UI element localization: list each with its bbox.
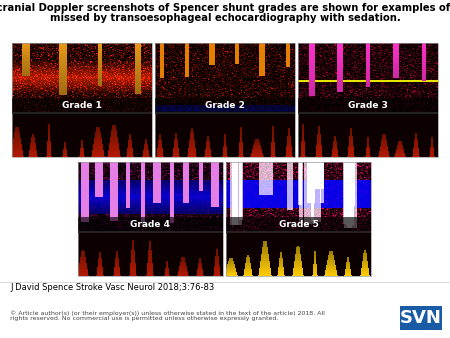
Text: Grade 2: Grade 2 — [205, 101, 245, 110]
Text: Grade 1: Grade 1 — [62, 101, 102, 110]
Bar — [226, 162, 371, 276]
Bar — [78, 162, 223, 276]
Bar — [155, 43, 295, 157]
Text: Grade 3: Grade 3 — [348, 101, 388, 110]
FancyBboxPatch shape — [400, 306, 442, 330]
Text: Grade 5: Grade 5 — [279, 220, 319, 229]
Bar — [12, 98, 152, 114]
Text: SVN: SVN — [400, 309, 442, 327]
Text: Grade 4: Grade 4 — [130, 220, 171, 229]
Bar — [298, 43, 438, 157]
Text: missed by transoesophageal echocardiography with sedation.: missed by transoesophageal echocardiogra… — [50, 13, 400, 23]
Text: Transcranial Doppler screenshots of Spencer shunt grades are shown for examples : Transcranial Doppler screenshots of Spen… — [0, 3, 450, 13]
Bar — [226, 217, 371, 233]
Text: © Article author(s) (or their employer(s)) unless otherwise stated in the text o: © Article author(s) (or their employer(s… — [10, 310, 325, 321]
Bar — [298, 98, 438, 114]
Bar — [78, 217, 223, 233]
Text: J David Spence Stroke Vasc Neurol 2018;3:76-83: J David Spence Stroke Vasc Neurol 2018;3… — [10, 283, 214, 292]
Bar — [12, 43, 152, 157]
Bar — [155, 98, 295, 114]
